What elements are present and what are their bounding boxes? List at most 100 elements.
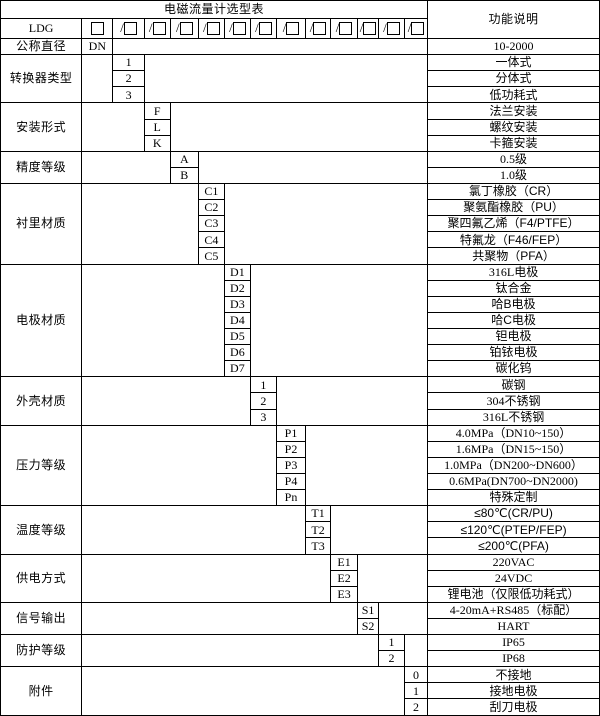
- code-cell-1-0[interactable]: 1: [112, 54, 145, 72]
- blank-right-0: [112, 37, 429, 55]
- code-cell-1-1[interactable]: 2: [112, 70, 145, 88]
- description-cell-8-2: ≤200℃(PFA): [427, 537, 600, 555]
- blank-left-12: [81, 666, 405, 716]
- slash-icon: /: [335, 20, 340, 36]
- code-cell-9-0[interactable]: E1: [330, 553, 359, 571]
- code-cell-11-0[interactable]: 1: [377, 634, 405, 652]
- table-row: 安装形式 F 法兰安装: [0, 102, 600, 152]
- model-slot-11[interactable]: /: [378, 18, 405, 39]
- table-row: 精度等级 A 0.5级: [0, 150, 600, 184]
- section-label-7: 压力等级: [0, 424, 83, 506]
- code-cell-9-2[interactable]: E3: [330, 585, 359, 603]
- code-cell-12-2[interactable]: 2: [403, 698, 429, 716]
- model-slot-3[interactable]: /: [170, 18, 199, 39]
- code-cell-10-1[interactable]: S2: [357, 617, 379, 636]
- model-slot-8[interactable]: /: [305, 18, 332, 39]
- code-cell-5-1[interactable]: D2: [223, 279, 251, 297]
- table-row: 2 分体式: [1, 70, 600, 88]
- description-cell-12-0: 不接地: [427, 666, 600, 684]
- description-cell-6-0: 碳钢: [427, 376, 600, 394]
- model-slot-9[interactable]: /: [330, 18, 359, 39]
- table-row: 外壳材质 1 碳钢: [0, 376, 600, 426]
- model-slot-12[interactable]: /: [404, 18, 429, 39]
- code-cell-6-2[interactable]: 3: [249, 408, 277, 426]
- table-row: 转换器类型 1 一体式: [0, 54, 600, 103]
- code-cell-2-0[interactable]: F: [143, 102, 171, 120]
- slash-icon: /: [359, 20, 364, 36]
- table-row: 2 IP68: [1, 650, 600, 668]
- code-cell-10-0[interactable]: S1: [357, 601, 379, 619]
- slash-icon: /: [282, 20, 287, 36]
- code-cell-6-1[interactable]: 2: [249, 392, 277, 410]
- code-cell-4-1[interactable]: C2: [197, 199, 225, 217]
- model-slot-0[interactable]: [81, 18, 114, 39]
- code-cell-5-0[interactable]: D1: [223, 263, 251, 281]
- model-slot-5[interactable]: /: [224, 18, 251, 39]
- code-cell-5-5[interactable]: D6: [223, 344, 251, 362]
- slot-box-icon: [152, 22, 166, 36]
- code-cell-3-0[interactable]: A: [169, 150, 199, 168]
- table-row: E2 24VDC: [1, 569, 600, 587]
- model-slot-2[interactable]: /: [144, 18, 171, 39]
- model-slot-6[interactable]: /: [250, 18, 277, 39]
- description-cell-1-0: 一体式: [427, 54, 600, 72]
- model-slot-4[interactable]: /: [198, 18, 225, 39]
- description-cell-4-4: 共聚物（PFA）: [427, 247, 600, 265]
- description-cell-5-0: 316L电极: [427, 264, 600, 281]
- code-cell-9-1[interactable]: E2: [330, 569, 359, 587]
- code-cell-7-3[interactable]: P4: [275, 472, 307, 491]
- slot-box-icon: [363, 22, 377, 36]
- code-cell-7-4[interactable]: Pn: [275, 489, 307, 507]
- code-cell-8-0[interactable]: T1: [305, 505, 332, 523]
- code-cell-12-0[interactable]: 0: [403, 666, 429, 684]
- table-row: P3 1.0MPa（DN200~DN600）: [1, 456, 600, 474]
- description-cell-12-2: 刮刀电极: [427, 698, 600, 716]
- code-cell-4-4[interactable]: C5: [197, 247, 225, 265]
- table-row: 供电方式 E1 220VAC: [0, 553, 600, 603]
- code-cell-5-6[interactable]: D7: [223, 360, 251, 378]
- code-cell-4-2[interactable]: C3: [197, 215, 225, 233]
- blank-left-8: [81, 505, 307, 554]
- blank-left-7: [81, 424, 277, 506]
- description-cell-7-2: 1.0MPa（DN200~DN600）: [427, 457, 600, 474]
- code-cell-8-1[interactable]: T2: [305, 521, 332, 539]
- code-cell-11-1[interactable]: 2: [377, 650, 405, 668]
- code-cell-0-0[interactable]: DN: [81, 37, 114, 56]
- code-cell-4-3[interactable]: C4: [197, 231, 225, 249]
- slash-icon: /: [120, 20, 124, 36]
- code-cell-2-1[interactable]: L: [143, 118, 171, 136]
- section-label-9: 供电方式: [0, 553, 83, 603]
- code-cell-5-4[interactable]: D5: [223, 327, 251, 346]
- blank-right-4: [224, 182, 429, 265]
- table-row: D3 哈B电极: [1, 295, 600, 313]
- blank-right-10: [378, 601, 429, 635]
- code-cell-2-2[interactable]: K: [143, 134, 171, 152]
- code-cell-3-1[interactable]: B: [169, 166, 199, 184]
- table-row: T2 ≤120℃(PTEP/FEP): [1, 521, 600, 539]
- code-cell-5-3[interactable]: D4: [223, 311, 251, 329]
- code-cell-7-2[interactable]: P3: [275, 456, 307, 474]
- slot-box-icon: [123, 22, 137, 36]
- model-slot-1[interactable]: /: [112, 18, 145, 39]
- code-cell-8-2[interactable]: T3: [305, 537, 332, 555]
- table-row: D7 碳化钨: [1, 360, 600, 378]
- code-cell-12-1[interactable]: 1: [403, 682, 429, 700]
- description-cell-10-1: HART: [427, 618, 600, 636]
- code-cell-7-1[interactable]: P2: [275, 440, 307, 458]
- slot-box-icon: [411, 22, 425, 36]
- blank-left-11: [81, 634, 379, 667]
- code-cell-4-0[interactable]: C1: [197, 182, 225, 201]
- model-slot-7[interactable]: /: [276, 18, 307, 39]
- code-cell-1-2[interactable]: 3: [112, 86, 145, 104]
- slot-box-icon: [179, 22, 193, 36]
- table-row: P2 1.6MPa（DN15~150）: [1, 440, 600, 458]
- slot-box-icon: [258, 22, 272, 36]
- blank-right-11: [404, 634, 429, 667]
- code-cell-6-0[interactable]: 1: [249, 376, 277, 394]
- model-slot-10[interactable]: /: [357, 18, 379, 39]
- code-cell-7-0[interactable]: P1: [275, 424, 307, 442]
- description-cell-6-2: 316L不锈钢: [427, 409, 600, 426]
- code-cell-5-2[interactable]: D3: [223, 295, 251, 313]
- slash-icon: /: [175, 20, 180, 36]
